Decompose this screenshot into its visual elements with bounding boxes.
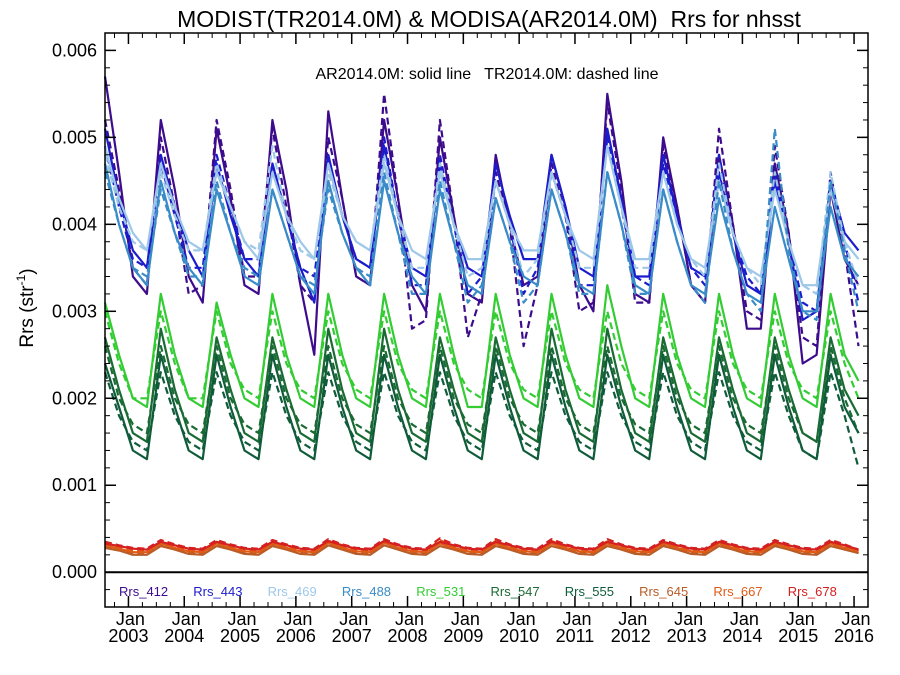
series-line-rrs-412-ar2014 [103,76,860,365]
legend-item-rrs-531: Rrs_531 [416,584,465,599]
x-tick-year-label: 2010 [499,626,539,646]
y-tick-label: 0.004 [52,214,97,234]
y-axis-label-main: Rrs (str [17,285,38,348]
series-line-rrs-547-tr2014 [103,345,860,443]
series-line-rrs-531-ar2014 [103,284,860,409]
x-tick-month-label: Jan [451,609,480,629]
x-tick-year-label: 2007 [332,626,372,646]
x-tick-month-label: Jan [283,609,312,629]
y-tick-label: 0.003 [52,301,97,321]
series-layer [103,76,860,556]
x-tick-year-label: 2016 [834,626,874,646]
x-tick-year-label: 2006 [276,626,316,646]
y-tick-label: 0.002 [52,388,97,408]
x-tick-year-label: 2005 [220,626,260,646]
x-tick-year-label: 2015 [778,626,818,646]
legend-item-rrs-555: Rrs_555 [565,584,614,599]
x-tick-month-label: Jan [172,609,201,629]
x-tick-year-label: 2013 [667,626,707,646]
y-tick-label: 0.001 [52,475,97,495]
legend: Rrs_412 Rrs_443 Rrs_469 Rrs_488 Rrs_531 Rrs_5… [119,584,837,599]
chart-title: MODIST(TR2014.0M) & MODISA(AR2014.0M) Rr… [177,6,801,32]
legend-item-rrs-488: Rrs_488 [342,584,391,599]
legend-item-rrs-412: Rrs_412 [119,584,168,599]
x-tick-month-label: Jan [507,609,536,629]
legend-item-rrs-667: Rrs_667 [713,584,762,599]
series-line-rrs-555-ar2014 [103,353,860,461]
x-tick-month-label: Jan [228,609,257,629]
legend-item-rrs-469: Rrs_469 [268,584,317,599]
y-tick-label: 0.000 [52,562,97,582]
legend-item-rrs-443: Rrs_443 [193,584,242,599]
series-line-rrs-645-ar2014 [104,544,859,556]
x-tick-month-label: Jan [674,609,703,629]
x-tick-year-label: 2009 [443,626,483,646]
series-line-rrs-555-tr2014 [103,371,860,469]
x-tick-month-label: Jan [842,609,871,629]
x-tick-month-label: Jan [730,609,759,629]
y-tick-label: 0.005 [52,127,97,147]
y-axis-label-superscript: -1 [14,274,28,285]
y-axis-label-close: ) [17,268,38,274]
legend-item-rrs-547: Rrs_547 [491,584,540,599]
x-tick-month-label: Jan [618,609,647,629]
series-line-rrs-678-ar2014 [104,539,859,551]
x-tick-month-label: Jan [116,609,145,629]
legend-item-rrs-678: Rrs_678 [788,584,837,599]
series-line-rrs-488-ar2014 [103,163,860,313]
series-line-rrs-469-ar2014 [103,145,860,287]
plot-frame [104,32,869,608]
y-tick-label: 0.006 [52,40,97,60]
x-tick-month-label: Jan [562,609,591,629]
y-axis-label: Rrs (str-1) [14,268,38,347]
series-line-rrs-531-tr2014 [103,310,860,400]
x-tick-year-label: 2003 [108,626,148,646]
series-line-rrs-547-ar2014 [103,327,860,443]
line-style-note: AR2014.0M: solid line TR2014.0M: dashed … [315,66,658,83]
x-tick-month-label: Jan [339,609,368,629]
axes: 0.0000.0010.0020.0030.0040.0050.006Jan20… [52,32,874,646]
series-line-rrs-667-ar2014 [104,541,859,554]
x-tick-year-label: 2012 [611,626,651,646]
x-tick-month-label: Jan [395,609,424,629]
x-tick-year-label: 2014 [722,626,762,646]
legend-item-rrs-645: Rrs_645 [639,584,688,599]
x-tick-year-label: 2004 [164,626,204,646]
x-tick-month-label: Jan [786,609,815,629]
x-tick-year-label: 2011 [556,626,595,646]
x-tick-year-label: 2008 [387,626,427,646]
